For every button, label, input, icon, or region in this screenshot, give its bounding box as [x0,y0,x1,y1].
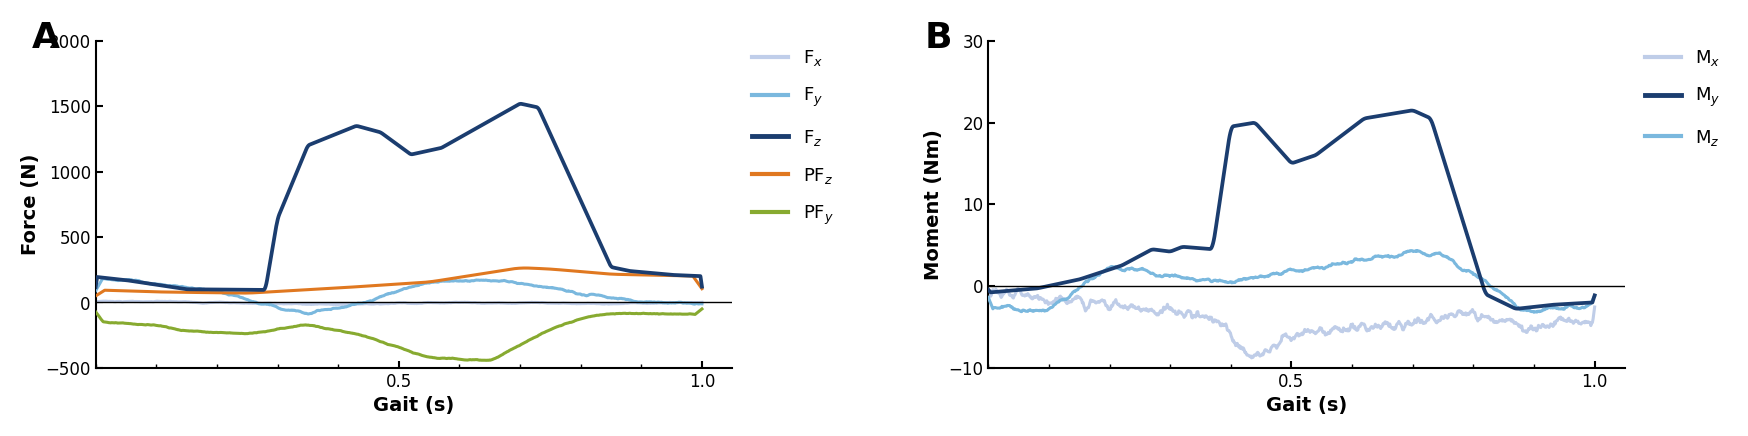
Text: A: A [31,21,59,55]
Text: B: B [925,21,953,55]
Y-axis label: Force (N): Force (N) [21,154,40,255]
Legend: F$_x$, F$_y$, F$_z$, PF$_z$, PF$_y$: F$_x$, F$_y$, F$_z$, PF$_z$, PF$_y$ [745,41,841,234]
Y-axis label: Moment (Nm): Moment (Nm) [923,129,942,280]
X-axis label: Gait (s): Gait (s) [374,396,454,415]
Legend: M$_x$, M$_y$, M$_z$: M$_x$, M$_y$, M$_z$ [1638,41,1727,155]
X-axis label: Gait (s): Gait (s) [1266,396,1348,415]
